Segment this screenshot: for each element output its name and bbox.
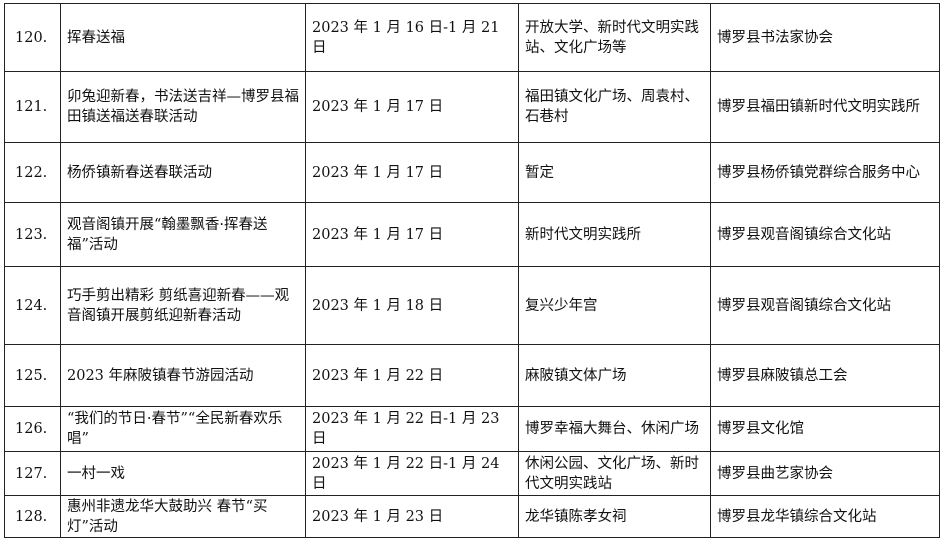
organizer: 博罗县曲艺家协会 <box>710 451 940 496</box>
activity-date: 2023 年 1 月 17 日 <box>305 71 519 143</box>
row-number: 120. <box>4 3 61 72</box>
activity-name: 观音阁镇开展“翰墨飘香·挥春送福”活动 <box>60 202 306 267</box>
activity-name: “我们的节日·春节”“全民新春欢乐唱” <box>60 406 306 452</box>
activity-place: 博罗幸福大舞台、休闲广场 <box>518 406 711 452</box>
table-row: 128. 惠州非遗龙华大鼓助兴 春节“买灯”活动 2023 年 1 月 23 日… <box>4 495 940 538</box>
row-number: 123. <box>4 202 61 267</box>
organizer: 博罗县观音阁镇综合文化站 <box>710 202 940 267</box>
table-row: 126. “我们的节日·春节”“全民新春欢乐唱” 2023 年 1 月 22 日… <box>4 406 940 452</box>
activity-date: 2023 年 1 月 18 日 <box>305 266 519 345</box>
organizer: 博罗县麻陂镇总工会 <box>710 344 940 407</box>
organizer: 博罗县福田镇新时代文明实践所 <box>710 71 940 143</box>
table-row: 120. 挥春送福 2023 年 1 月 16 日-1 月 21 日 开放大学、… <box>4 3 940 72</box>
activity-place: 福田镇文化广场、周袁村、石巷村 <box>518 71 711 143</box>
activity-place: 开放大学、新时代文明实践站、文化广场等 <box>518 3 711 72</box>
activity-name: 杨侨镇新春送春联活动 <box>60 142 306 203</box>
organizer: 博罗县杨侨镇党群综合服务中心 <box>710 142 940 203</box>
table-row: 122. 杨侨镇新春送春联活动 2023 年 1 月 17 日 暂定 博罗县杨侨… <box>4 142 940 203</box>
activity-date: 2023 年 1 月 17 日 <box>305 142 519 203</box>
activity-name: 2023 年麻陂镇春节游园活动 <box>60 344 306 407</box>
organizer: 博罗县文化馆 <box>710 406 940 452</box>
activity-date: 2023 年 1 月 22 日-1 月 24 日 <box>305 451 519 496</box>
row-number: 122. <box>4 142 61 203</box>
row-number: 127. <box>4 451 61 496</box>
organizer: 博罗县观音阁镇综合文化站 <box>710 266 940 345</box>
activity-place: 麻陂镇文体广场 <box>518 344 711 407</box>
activity-name: 卯兔迎新春，书法送吉祥—博罗县福田镇送福送春联活动 <box>60 71 306 143</box>
activity-name: 巧手剪出精彩 剪纸喜迎新春——观音阁镇开展剪纸迎新春活动 <box>60 266 306 345</box>
organizer: 博罗县龙华镇综合文化站 <box>710 495 940 538</box>
activity-name: 挥春送福 <box>60 3 306 72</box>
activity-place: 暂定 <box>518 142 711 203</box>
activity-place: 新时代文明实践所 <box>518 202 711 267</box>
activity-date: 2023 年 1 月 22 日 <box>305 344 519 407</box>
activity-name: 一村一戏 <box>60 451 306 496</box>
organizer: 博罗县书法家协会 <box>710 3 940 72</box>
row-number: 125. <box>4 344 61 407</box>
activity-date: 2023 年 1 月 22 日-1 月 23 日 <box>305 406 519 452</box>
row-number: 128. <box>4 495 61 538</box>
activity-place: 复兴少年宫 <box>518 266 711 345</box>
activity-place: 休闲公园、文化广场、新时代文明实践站 <box>518 451 711 496</box>
table-row: 127. 一村一戏 2023 年 1 月 22 日-1 月 24 日 休闲公园、… <box>4 451 940 496</box>
activity-place: 龙华镇陈孝女祠 <box>518 495 711 538</box>
activity-name: 惠州非遗龙华大鼓助兴 春节“买灯”活动 <box>60 495 306 538</box>
activity-date: 2023 年 1 月 17 日 <box>305 202 519 267</box>
activity-table: 120. 挥春送福 2023 年 1 月 16 日-1 月 21 日 开放大学、… <box>4 3 940 538</box>
row-number: 121. <box>4 71 61 143</box>
activity-date: 2023 年 1 月 16 日-1 月 21 日 <box>305 3 519 72</box>
row-number: 126. <box>4 406 61 452</box>
table-row: 125. 2023 年麻陂镇春节游园活动 2023 年 1 月 22 日 麻陂镇… <box>4 344 940 407</box>
activity-date: 2023 年 1 月 23 日 <box>305 495 519 538</box>
row-number: 124. <box>4 266 61 345</box>
table-row: 124. 巧手剪出精彩 剪纸喜迎新春——观音阁镇开展剪纸迎新春活动 2023 年… <box>4 266 940 345</box>
table-row: 123. 观音阁镇开展“翰墨飘香·挥春送福”活动 2023 年 1 月 17 日… <box>4 202 940 267</box>
table-row: 121. 卯兔迎新春，书法送吉祥—博罗县福田镇送福送春联活动 2023 年 1 … <box>4 71 940 143</box>
